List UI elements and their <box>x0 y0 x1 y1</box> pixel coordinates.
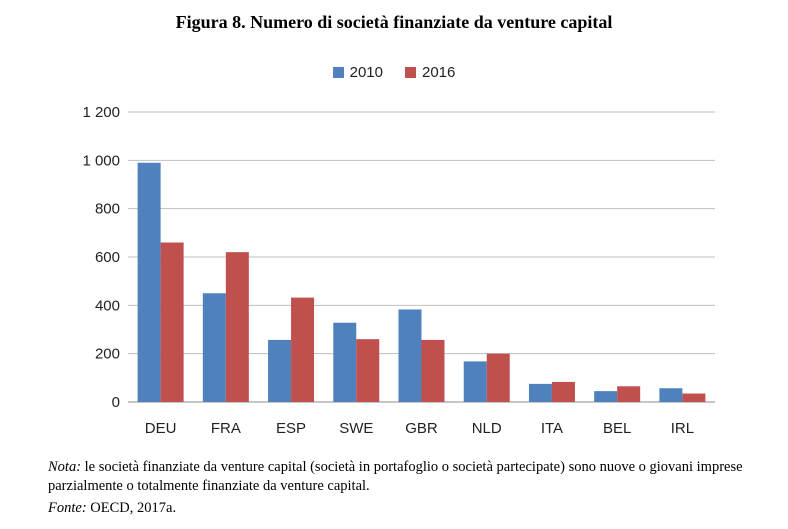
chart-legend: 2010 2016 <box>0 64 788 81</box>
bar-2010-nld <box>463 361 487 402</box>
note-label: Nota: <box>48 459 82 475</box>
bar-2016-bel <box>617 386 641 402</box>
chart-title: Figura 8. Numero di società finanziate d… <box>175 12 613 32</box>
bar-2016-irl <box>682 393 706 402</box>
legend-item-2016: 2016 <box>405 64 455 81</box>
bar-chart: 0 200 400 600 800 1 000 1 200 DEU FRA ESP SWE GBR NL… <box>82 104 715 437</box>
x-tick-label: FRA <box>211 420 241 437</box>
x-tick-label: IRL <box>671 420 694 437</box>
bar-2010-esp <box>268 339 292 402</box>
bar-2016-deu <box>160 242 184 402</box>
x-tick-label: SWE <box>339 420 373 437</box>
y-tick-label: 200 <box>95 346 120 363</box>
source-text: OECD, 2017a. <box>86 500 177 516</box>
bar-2010-bel <box>594 391 618 402</box>
x-tick-label: GBR <box>405 420 438 437</box>
source-label: Fonte: <box>48 500 87 516</box>
legend-label-2016: 2016 <box>422 64 456 81</box>
bar-2010-swe <box>333 322 357 402</box>
x-tick-label: ITA <box>541 420 563 437</box>
bar-2010-fra <box>202 293 226 402</box>
bar-2016-fra <box>225 252 249 402</box>
bar-2016-ita <box>551 381 575 402</box>
figure-source: Fonte: OECD, 2017a. <box>48 500 176 517</box>
x-tick-label: BEL <box>603 420 631 437</box>
y-tick-label: 1 000 <box>82 152 120 169</box>
y-tick-label: 600 <box>95 249 120 266</box>
y-tick-label: 0 <box>112 394 120 411</box>
legend-item-2010: 2010 <box>332 64 383 81</box>
note-text: le società finanziate da venture capital… <box>48 459 743 494</box>
bar-2010-ita <box>528 383 552 402</box>
figure-note: Nota: le società finanziate da venture c… <box>48 458 748 496</box>
bar-2016-esp <box>291 297 315 402</box>
y-tick-label: 800 <box>95 201 120 218</box>
legend-label-2010: 2010 <box>349 64 383 81</box>
y-tick-label: 1 200 <box>82 104 120 121</box>
y-tick-label: 400 <box>95 297 120 314</box>
x-tick-label: DEU <box>145 420 177 437</box>
bar-2010-gbr <box>398 309 422 402</box>
bar-2016-swe <box>356 339 380 402</box>
legend-swatch-2010 <box>332 67 344 78</box>
bar-2016-nld <box>486 353 510 402</box>
bar-2010-deu <box>137 162 161 402</box>
x-tick-label: ESP <box>276 420 306 437</box>
legend-swatch-2016 <box>405 67 416 78</box>
bar-2016-gbr <box>421 339 445 402</box>
bar-2010-irl <box>659 388 683 402</box>
x-tick-label: NLD <box>472 420 502 437</box>
